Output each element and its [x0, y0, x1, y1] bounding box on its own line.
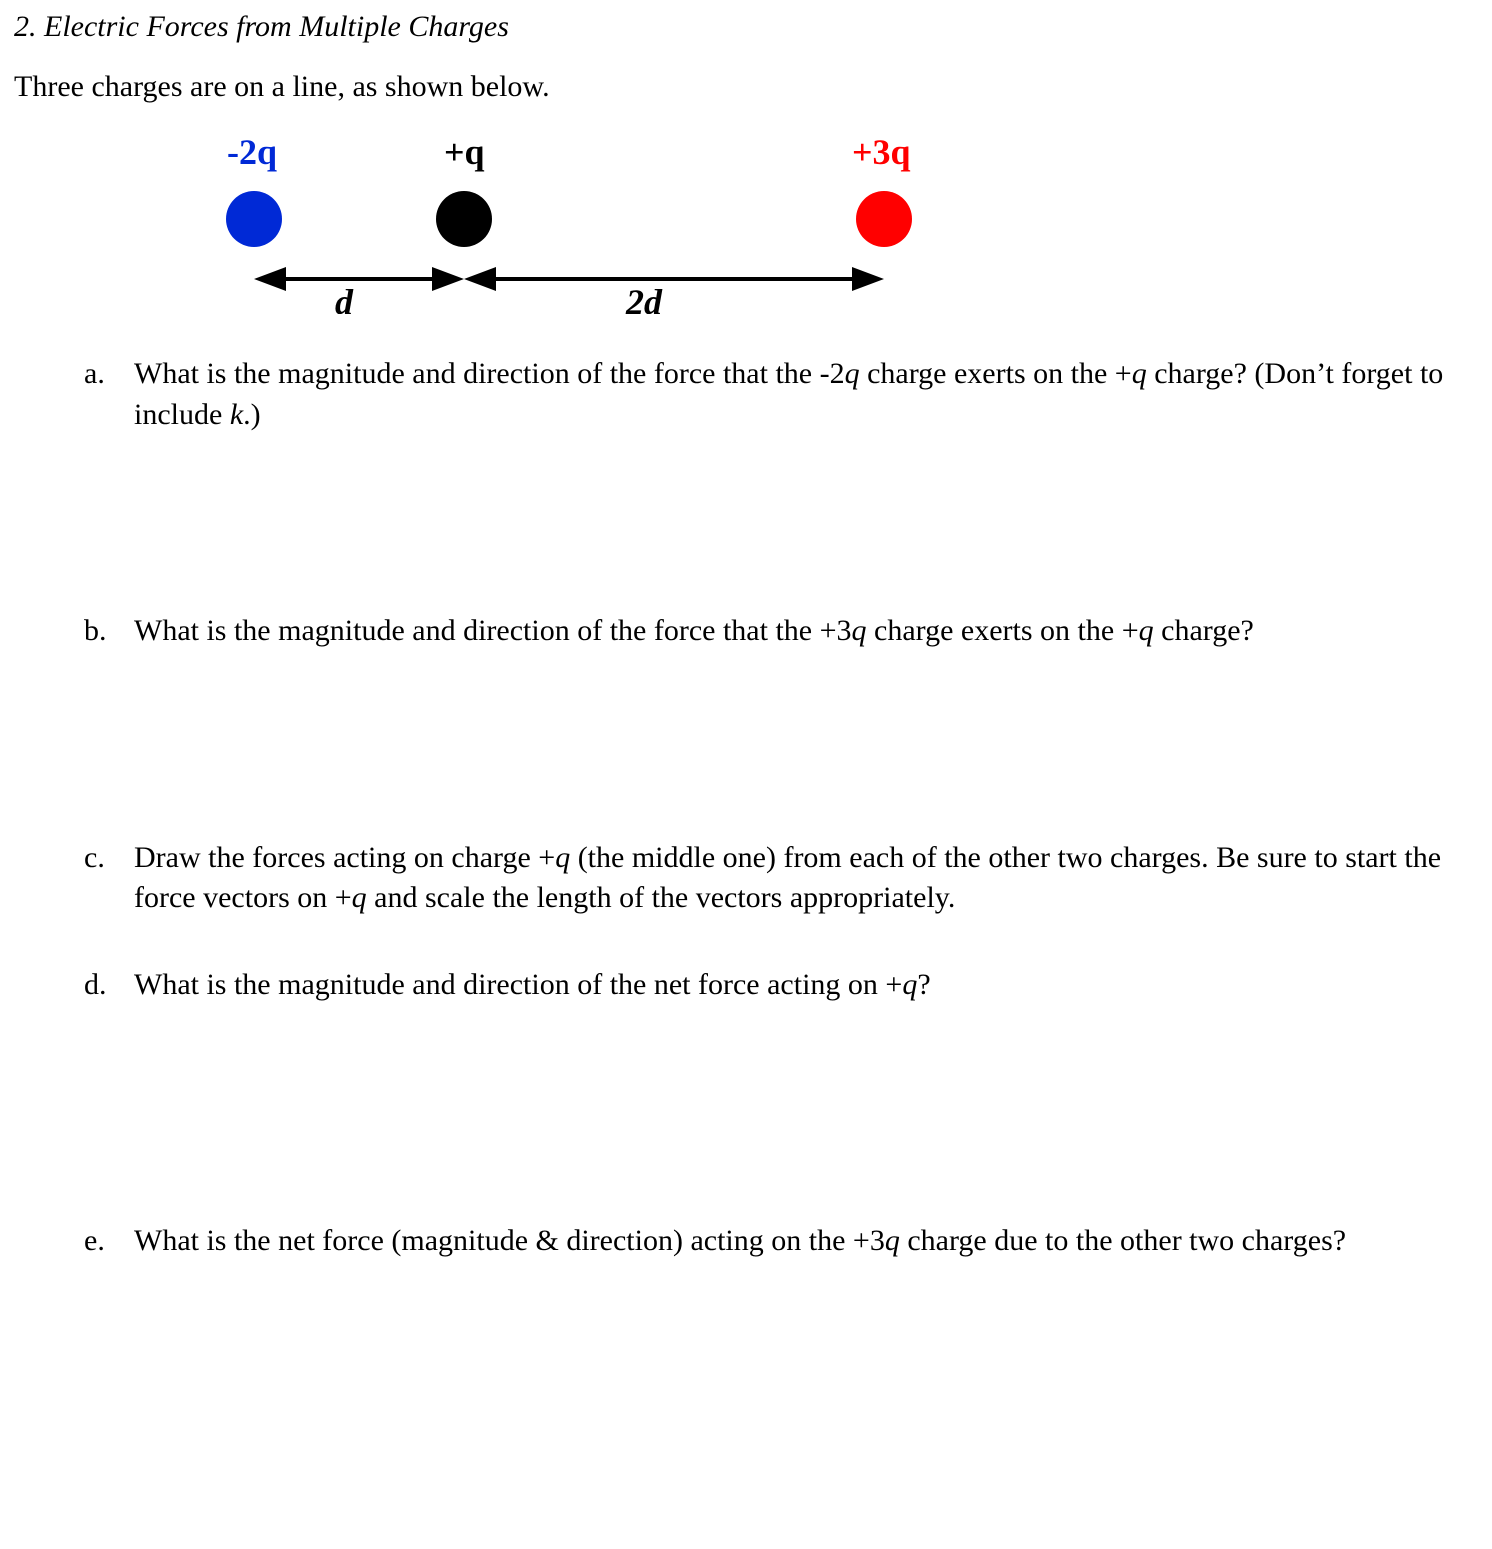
diagram-container: -2q +q +3q d 2d — [14, 124, 1478, 314]
question-letter: e. — [84, 1221, 134, 1262]
question-d: d. What is the magnitude and direction o… — [84, 965, 1478, 1006]
question-letter: c. — [84, 838, 134, 919]
answer-space-b — [84, 668, 1478, 838]
charge-label: -2q — [227, 132, 277, 172]
question-letter: d. — [84, 965, 134, 1006]
question-letter: b. — [84, 611, 134, 652]
answer-space-d — [84, 1021, 1478, 1221]
question-c: c. Draw the forces acting on charge +q (… — [84, 838, 1478, 919]
charge-circle — [226, 191, 282, 247]
charge-label: +3q — [852, 132, 911, 172]
intro-text: Three charges are on a line, as shown be… — [14, 70, 1478, 104]
charge-circle — [436, 191, 492, 247]
question-body: What is the magnitude and direction of t… — [134, 354, 1478, 435]
charge-circle — [856, 191, 912, 247]
question-body: What is the net force (magnitude & direc… — [134, 1221, 1478, 1262]
charge-label: +q — [444, 132, 485, 172]
title-text: Electric Forces from Multiple Charges — [44, 10, 509, 43]
distance-label: d — [335, 282, 354, 314]
question-body: Draw the forces acting on charge +q (the… — [134, 838, 1478, 919]
answer-space-c — [84, 935, 1478, 965]
distance-label: 2d — [625, 282, 663, 314]
question-letter: a. — [84, 354, 134, 435]
question-e: e. What is the net force (magnitude & di… — [84, 1221, 1478, 1262]
question-body: What is the magnitude and direction of t… — [134, 965, 1478, 1006]
charges-diagram: -2q +q +3q d 2d — [174, 124, 954, 314]
section-title: 2. Electric Forces from Multiple Charges — [14, 10, 1478, 44]
title-number: 2. — [14, 10, 44, 43]
answer-space-a — [84, 451, 1478, 611]
question-b: b. What is the magnitude and direction o… — [84, 611, 1478, 652]
questions-list: a. What is the magnitude and direction o… — [14, 354, 1478, 1262]
question-body: What is the magnitude and direction of t… — [134, 611, 1478, 652]
question-a: a. What is the magnitude and direction o… — [84, 354, 1478, 435]
